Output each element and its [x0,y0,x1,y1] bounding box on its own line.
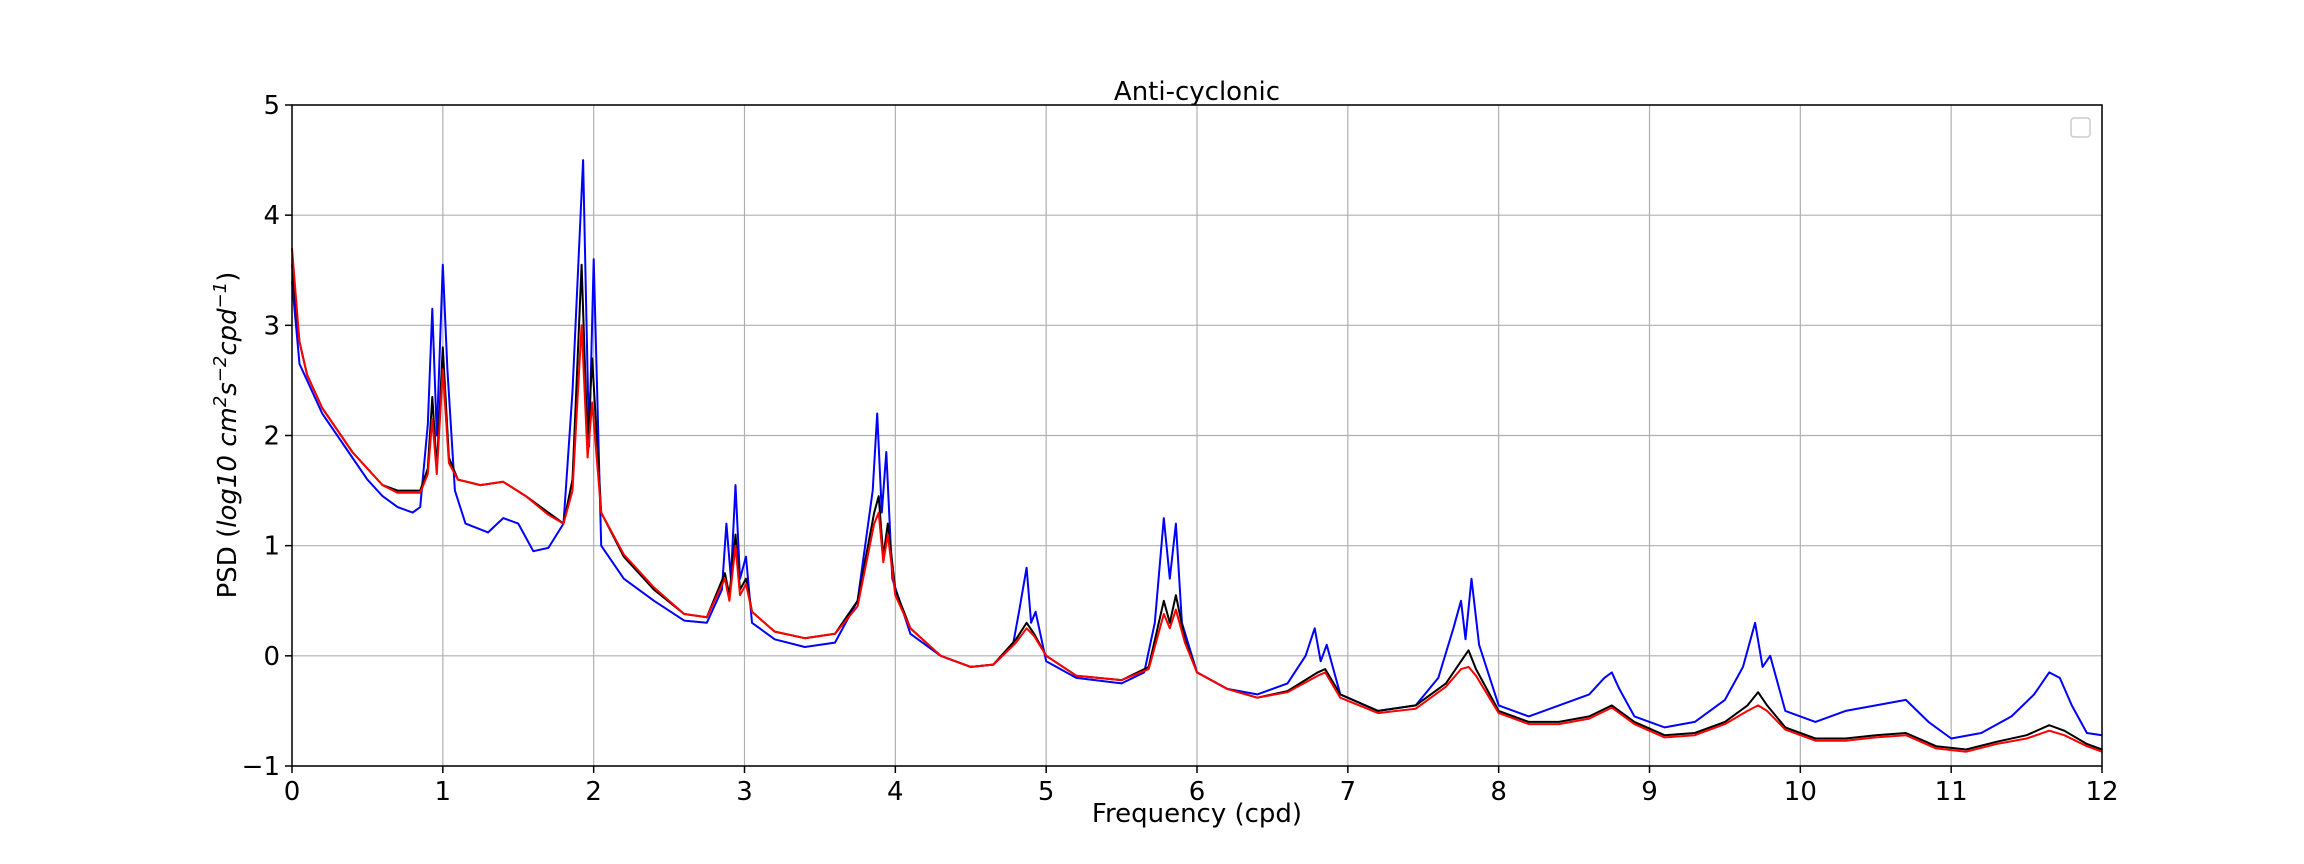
chart-title: Anti-cyclonic [1114,77,1280,107]
x-tick-label: 10 [1784,777,1817,807]
y-tick-label: 3 [263,311,280,341]
x-tick-label: 1 [435,777,452,807]
y-tick-label: 2 [263,422,280,452]
series-line-3 [291,248,2103,753]
x-axis-label: Frequency (cpd) [1092,799,1302,829]
x-tick-label: 11 [1935,777,1968,807]
series-line-1 [291,159,2103,740]
x-tick-label: 0 [284,777,301,807]
y-tick-label: 5 [263,91,280,121]
x-tick-label: 2 [585,777,602,807]
y-tick-label: 1 [263,532,280,562]
x-tick-label: 5 [1038,777,1055,807]
x-tick-label: 7 [1340,777,1357,807]
series-layer [291,159,2103,753]
x-tick-label: 12 [2085,777,2118,807]
x-tick-label: 4 [887,777,904,807]
y-tick-label: 4 [263,201,280,231]
x-tick-label: 6 [1189,777,1206,807]
x-tick-label: 8 [1490,777,1507,807]
legend-box [2070,117,2091,138]
y-axis: −1 0 1 2 3 4 5 [242,91,292,782]
x-tick-label: 9 [1641,777,1658,807]
y-axis-label: PSD (log10 cm2s−2cpd−1) [210,272,244,599]
x-tick-label: 3 [736,777,753,807]
x-axis: 0 1 2 3 4 5 6 7 8 9 10 11 12 [284,766,2119,807]
y-tick-label: −1 [242,752,280,782]
grid-lines [291,104,2103,767]
y-tick-label: 0 [263,642,280,672]
